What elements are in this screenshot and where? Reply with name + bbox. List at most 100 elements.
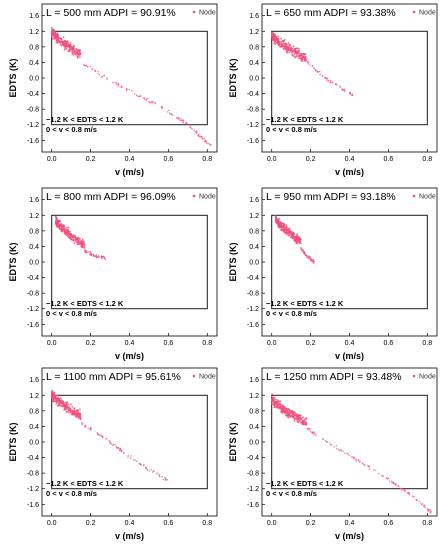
chart-panel-1: -1.6 -1.2 -0.8 -0.4 0.0 0.4 0.8 1.2 1.6 0.0 0.2 0.4… [8, 3, 218, 177]
data-point [61, 40, 64, 43]
data-point [135, 94, 138, 97]
data-point [284, 407, 286, 409]
data-point [338, 448, 340, 451]
data-point [375, 469, 377, 471]
data-point [315, 69, 317, 71]
data-point [159, 475, 161, 478]
data-point [77, 243, 80, 246]
y-tick-label: 0.4 [249, 60, 259, 67]
data-point [272, 38, 275, 41]
y-tick-label: 0.8 [29, 44, 39, 51]
data-point [66, 410, 69, 413]
data-point [206, 142, 208, 145]
data-point [78, 414, 81, 417]
data-point [341, 88, 343, 90]
data-point [126, 88, 128, 90]
data-point [339, 86, 341, 89]
chart-panel-2: -1.6 -1.2 -0.8 -0.4 0.0 0.4 0.8 1.2 1.6 0.0 0.2 0.4… [228, 3, 438, 177]
x-tick-label: 0.4 [125, 156, 135, 163]
data-point [319, 71, 321, 73]
data-point [284, 46, 287, 49]
data-point [58, 37, 61, 40]
y-axis-label: EDTS (K) [8, 59, 18, 98]
y-tick-label: 1.6 [29, 197, 39, 204]
data-point [301, 60, 304, 63]
data-point [296, 47, 299, 50]
data-point [299, 414, 302, 417]
data-point [65, 408, 68, 411]
data-point [71, 235, 74, 238]
x-tick-label: 0.6 [384, 156, 394, 163]
y-tick-label: -1.6 [27, 138, 39, 145]
data-point [55, 39, 58, 42]
data-point [309, 256, 312, 258]
data-point [304, 418, 307, 420]
data-point [58, 220, 61, 223]
data-point [83, 65, 85, 67]
data-point [56, 404, 59, 407]
data-point [418, 500, 420, 503]
data-point [198, 135, 200, 138]
data-point [87, 427, 89, 429]
panel-title: L = 1250 mm ADPI = 93.48% [266, 371, 402, 383]
data-point [155, 473, 158, 475]
x-tick-label: 0.0 [47, 520, 57, 527]
x-tick-label: 0.8 [202, 156, 212, 163]
comfort-zone-box [51, 394, 208, 490]
data-point [295, 242, 298, 245]
data-point [76, 57, 79, 59]
data-point [287, 411, 290, 413]
data-point [77, 236, 80, 239]
data-point [176, 117, 178, 119]
data-point [308, 256, 310, 259]
data-point [339, 85, 341, 87]
y-tick-label: -0.4 [27, 91, 39, 98]
annotation-velocity-range: 0 < v < 0.8 m/s [266, 125, 317, 134]
data-point [68, 48, 71, 51]
data-point [308, 255, 311, 258]
data-point [101, 257, 103, 260]
data-point [122, 452, 125, 454]
data-point [308, 429, 311, 431]
data-point [167, 109, 170, 112]
data-point [58, 402, 61, 405]
data-point [298, 53, 300, 55]
data-point [82, 422, 84, 425]
data-point [284, 414, 287, 417]
data-point [276, 41, 279, 44]
data-point [313, 261, 316, 263]
data-point [83, 425, 86, 427]
data-point [283, 42, 285, 45]
data-point [115, 445, 118, 447]
data-point [182, 119, 184, 121]
y-tick-label: 1.6 [29, 377, 39, 384]
legend-label: Node [199, 374, 216, 381]
data-point [292, 45, 295, 48]
data-point [282, 222, 285, 225]
data-point [274, 400, 277, 403]
panel-title: L = 950 mm ADPI = 93.18% [266, 191, 396, 203]
data-point [166, 478, 168, 481]
data-point [161, 106, 164, 108]
data-point [75, 50, 78, 52]
data-point [274, 43, 277, 46]
data-point [313, 67, 315, 70]
y-tick-label: 1.2 [29, 29, 39, 36]
data-point [271, 393, 273, 396]
data-point [272, 398, 275, 401]
data-point [72, 49, 75, 52]
y-tick-label: 0.0 [29, 440, 39, 447]
y-tick-label: 0.8 [249, 44, 259, 51]
data-point [311, 65, 313, 68]
data-point [273, 41, 276, 44]
data-point [289, 236, 292, 239]
data-point [77, 53, 80, 56]
x-tick-label: 0.2 [86, 520, 96, 527]
y-tick-label: 1.6 [249, 377, 259, 384]
data-point [119, 447, 122, 450]
data-point [66, 231, 69, 234]
y-tick-label: 0.8 [29, 408, 39, 415]
data-point [277, 35, 279, 38]
data-point [71, 52, 74, 55]
